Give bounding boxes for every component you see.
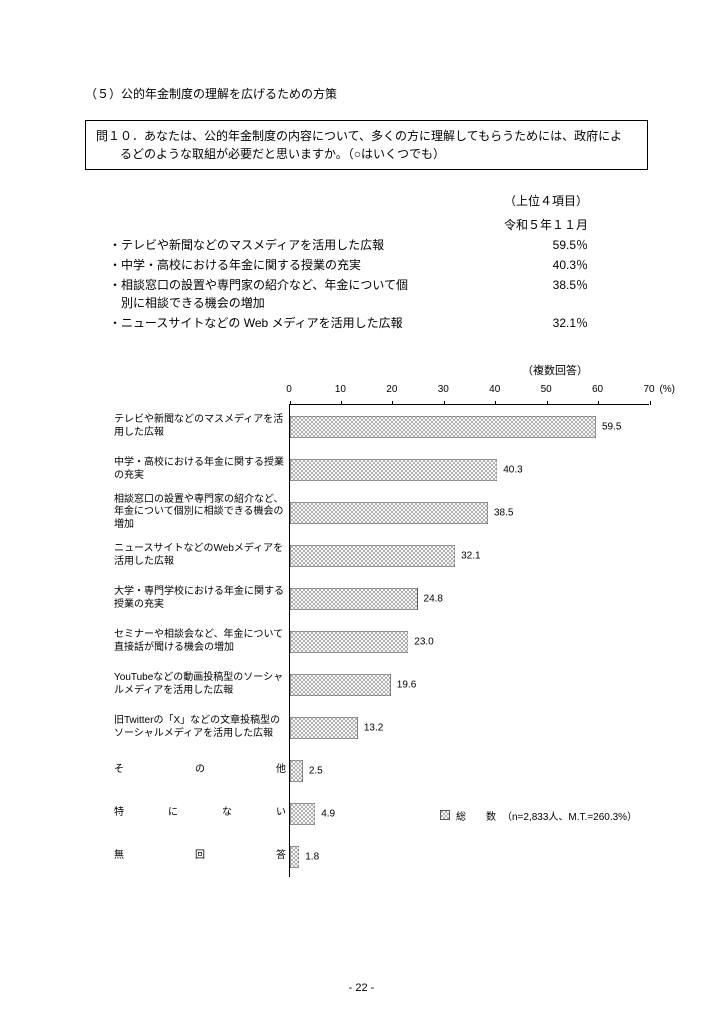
bar-label: 無回答 xyxy=(114,850,290,863)
bar xyxy=(290,502,488,524)
bar-value: 19.6 xyxy=(397,679,416,690)
bar-row: ニュースサイトなどのWebメディアを活用した広報32.1 xyxy=(290,534,649,577)
bar-value: 13.2 xyxy=(364,722,383,733)
legend-swatch xyxy=(440,810,450,820)
bar xyxy=(290,459,497,481)
bar-value: 59.5 xyxy=(602,421,621,432)
bar-value: 38.5 xyxy=(494,507,513,518)
axis-tick: 0 xyxy=(286,384,292,395)
top4-value: 40.3％ xyxy=(553,256,588,274)
bar-value: 1.8 xyxy=(305,851,319,862)
top4-header2: 令和５年１１月 xyxy=(504,216,588,234)
tick-mark xyxy=(650,401,651,405)
bar-label: 中学・高校における年金に関する授業の充実 xyxy=(114,457,290,482)
bar-value: 23.0 xyxy=(414,636,433,647)
axis-tick: 50 xyxy=(541,384,552,395)
question-line1: 問１０．あなたは、公的年金制度の内容について、多くの方に理解してもらうためには、… xyxy=(96,127,637,145)
bar-label: 特にない xyxy=(114,807,290,820)
top4-header1: （上位４項目） xyxy=(504,192,588,210)
legend-detail: （n=2,833人、M.T.=260.3%） xyxy=(502,808,637,823)
top4-value: 32.1％ xyxy=(553,314,588,332)
bar xyxy=(290,545,455,567)
bar-label: ニュースサイトなどのWebメディアを活用した広報 xyxy=(114,543,290,568)
axis-tick: 40 xyxy=(489,384,500,395)
top4-label: ・ニュースサイトなどの Web メディアを活用した広報 xyxy=(109,314,403,332)
page-number: - 22 - xyxy=(0,982,723,994)
bar-label: テレビや新聞などのマスメディアを活用した広報 xyxy=(114,414,290,439)
bar xyxy=(290,760,303,782)
bar-row: 相談窓口の設置や専門家の紹介など、年金について個別に相談できる機会の増加38.5 xyxy=(290,491,649,534)
legend-label: 総 数 xyxy=(456,808,496,823)
axis-unit: (%) xyxy=(659,384,675,395)
bar-value: 32.1 xyxy=(461,550,480,561)
bar-row: 大学・専門学校における年金に関する授業の充実24.8 xyxy=(290,577,649,620)
top4-row: ・相談窓口の設置や専門家の紹介など、年金について個 別に相談できる機会の増加 38… xyxy=(109,276,648,312)
bar-value: 4.9 xyxy=(321,808,335,819)
axis-tick: 10 xyxy=(335,384,346,395)
top4-row: ・テレビや新聞などのマスメディアを活用した広報 59.5％ xyxy=(109,236,648,254)
bar-row: 旧Twitterの「X」などの文章投稿型のソーシャルメディアを活用した広報13.… xyxy=(290,706,649,749)
chart-legend: 総 数 （n=2,833人、M.T.=260.3%） xyxy=(440,808,637,823)
bar-chart: (%) 010203040506070 テレビや新聞などのマスメディアを活用した… xyxy=(109,384,648,877)
question-line2: るどのような取組が必要だと思いますか。（○はいくつでも） xyxy=(96,145,637,163)
bar-row: テレビや新聞などのマスメディアを活用した広報59.5 xyxy=(290,405,649,448)
axis-tick: 60 xyxy=(592,384,603,395)
section-title: （５）公的年金制度の理解を広げるための方策 xyxy=(85,85,648,102)
top4-value: 38.5％ xyxy=(553,276,588,312)
bar-label: その他 xyxy=(114,764,290,777)
chart-note: （複数回答） xyxy=(85,362,648,378)
axis-tick: 70 xyxy=(643,384,654,395)
bar-value: 2.5 xyxy=(309,765,323,776)
bar-label: YouTubeなどの動画投稿型のソーシャルメディアを活用した広報 xyxy=(114,672,290,697)
bar xyxy=(290,717,358,739)
bar-label: セミナーや相談会など、年金について直接話が聞ける機会の増加 xyxy=(114,629,290,654)
bar-value: 40.3 xyxy=(503,464,522,475)
bar-row: 中学・高校における年金に関する授業の充実40.3 xyxy=(290,448,649,491)
axis-tick: 20 xyxy=(386,384,397,395)
bar xyxy=(290,631,408,653)
bar-value: 24.8 xyxy=(424,593,443,604)
bar xyxy=(290,846,299,868)
top4-label: ・中学・高校における年金に関する授業の充実 xyxy=(109,256,361,274)
axis-tick: 30 xyxy=(438,384,449,395)
question-box: 問１０．あなたは、公的年金制度の内容について、多くの方に理解してもらうためには、… xyxy=(85,120,648,170)
bar xyxy=(290,416,596,438)
bar-row: YouTubeなどの動画投稿型のソーシャルメディアを活用した広報19.6 xyxy=(290,663,649,706)
bar-label: 相談窓口の設置や専門家の紹介など、年金について個別に相談できる機会の増加 xyxy=(114,494,290,532)
bar xyxy=(290,674,391,696)
top4-summary: （上位４項目） 令和５年１１月 ・テレビや新聞などのマスメディアを活用した広報 5… xyxy=(109,192,648,332)
bar-row: セミナーや相談会など、年金について直接話が聞ける機会の増加23.0 xyxy=(290,620,649,663)
top4-row: ・中学・高校における年金に関する授業の充実 40.3％ xyxy=(109,256,648,274)
bar-label: 大学・専門学校における年金に関する授業の充実 xyxy=(114,586,290,611)
top4-value: 59.5％ xyxy=(553,236,588,254)
bar-label: 旧Twitterの「X」などの文章投稿型のソーシャルメディアを活用した広報 xyxy=(114,715,290,740)
bar-row: 無回答1.8 xyxy=(290,835,649,878)
bar-row: その他2.5 xyxy=(290,749,649,792)
top4-label: ・相談窓口の設置や専門家の紹介など、年金について個 別に相談できる機会の増加 xyxy=(109,276,408,312)
top4-label: ・テレビや新聞などのマスメディアを活用した広報 xyxy=(109,236,384,254)
bar xyxy=(290,803,315,825)
bar xyxy=(290,588,418,610)
top4-row: ・ニュースサイトなどの Web メディアを活用した広報 32.1％ xyxy=(109,314,648,332)
